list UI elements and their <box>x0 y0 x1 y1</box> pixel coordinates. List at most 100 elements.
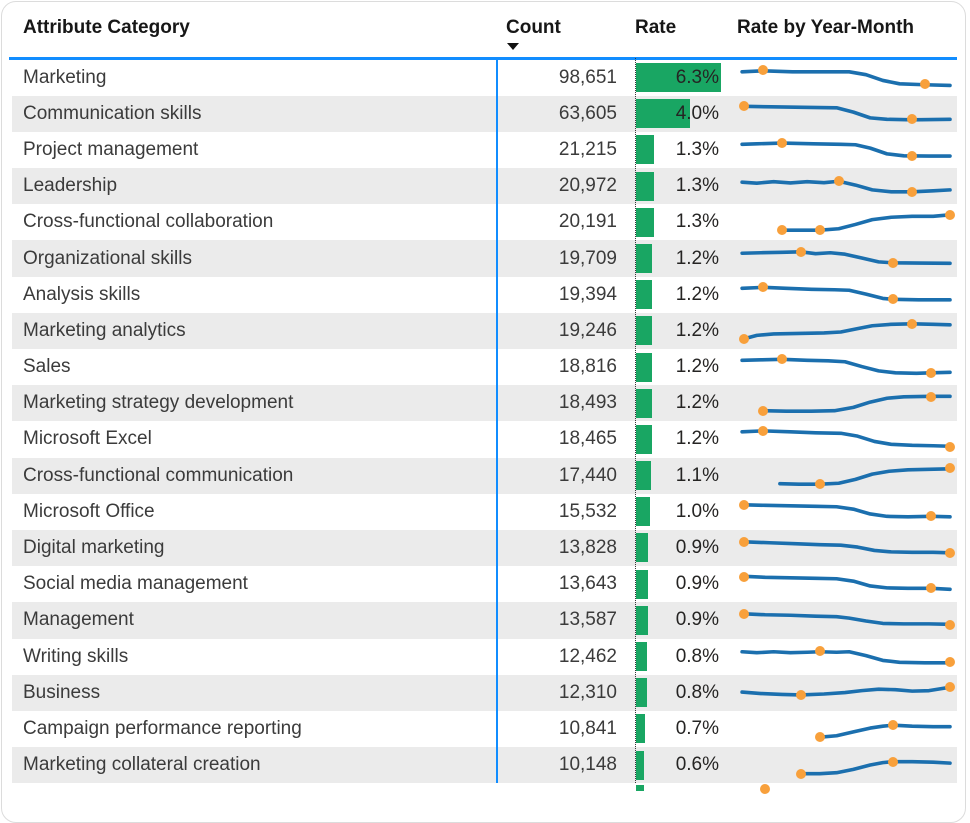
category-cell[interactable]: Marketing <box>23 66 107 88</box>
column-header-rate-by-year-month[interactable]: Rate by Year-Month <box>737 17 915 38</box>
spark-marker-icon <box>907 186 918 197</box>
count-cell: 98,651 <box>558 66 617 88</box>
table-row[interactable]: Marketing collateral creation 10,148 0.6… <box>0 747 970 784</box>
rate-bar <box>636 678 647 708</box>
sparkline <box>740 718 950 743</box>
table-row[interactable]: Business 12,310 0.8% <box>0 674 970 711</box>
category-cell[interactable]: Cross-functional communication <box>23 464 294 486</box>
rate-value: 1.0% <box>675 500 719 522</box>
spark-marker-icon <box>945 463 955 474</box>
spark-marker-icon <box>926 511 937 522</box>
table-row[interactable]: Marketing strategy development 18,493 1.… <box>0 385 970 422</box>
category-cell[interactable]: Analysis skills <box>23 283 141 305</box>
sparkline <box>740 282 950 308</box>
category-cell[interactable]: Organizational skills <box>23 247 192 269</box>
category-cell[interactable]: Cross-functional collaboration <box>23 211 274 233</box>
sparkline <box>740 175 950 199</box>
rate-bar <box>636 352 653 382</box>
rate-bar <box>636 750 645 780</box>
rate-bar <box>636 388 653 418</box>
spark-marker-icon <box>795 247 806 258</box>
table-row[interactable]: Marketing 98,651 6.3% <box>0 60 970 96</box>
rate-bar <box>636 135 654 165</box>
category-cell[interactable]: Leadership <box>23 175 118 197</box>
spark-marker-icon <box>758 282 769 292</box>
count-cell: 20,191 <box>558 211 617 233</box>
rate-value: 0.9% <box>675 537 719 559</box>
spark-marker-icon <box>739 333 750 344</box>
category-cell[interactable]: Communication skills <box>23 102 202 124</box>
spark-marker-icon <box>795 689 806 700</box>
table-row[interactable]: Analysis skills 19,394 1.2% <box>0 277 970 313</box>
column-header-rate[interactable]: Rate <box>635 17 677 38</box>
sort-descending-icon[interactable] <box>507 43 519 50</box>
category-cell[interactable]: Project management <box>23 138 199 160</box>
category-cell[interactable]: Campaign performance reporting <box>23 717 302 739</box>
table-row[interactable]: Management 13,587 0.9% <box>0 602 970 639</box>
row-background <box>12 168 957 205</box>
table-row[interactable]: Campaign performance reporting 10,841 0.… <box>0 711 970 747</box>
category-cell[interactable]: Writing skills <box>23 645 129 667</box>
category-cell[interactable]: Sales <box>23 356 71 378</box>
spark-marker-icon <box>926 367 937 378</box>
spark-marker-icon <box>739 609 750 620</box>
count-cell: 19,246 <box>558 319 617 341</box>
table-row[interactable]: Microsoft Office 15,532 1.0% <box>0 494 970 530</box>
sparkline <box>740 354 950 380</box>
table-row[interactable]: Cross-functional communication 17,440 1.… <box>0 457 970 494</box>
table-row[interactable]: Sales 18,816 1.2% <box>0 349 970 385</box>
spark-marker-icon <box>888 720 899 731</box>
sparkline <box>739 536 955 561</box>
spark-marker-icon <box>945 441 955 452</box>
spark-marker-icon <box>739 499 750 510</box>
count-column-gridline <box>496 58 498 783</box>
count-cell: 17,440 <box>558 464 617 486</box>
category-cell[interactable]: Marketing collateral creation <box>23 754 261 776</box>
spark-marker-icon <box>739 536 750 547</box>
sparkline <box>740 137 950 163</box>
table-row[interactable]: Digital marketing 13,828 0.9% <box>0 529 970 567</box>
spark-marker-icon <box>814 478 825 489</box>
table-row[interactable]: Marketing analytics 19,246 1.2% <box>0 312 970 349</box>
spark-marker-icon <box>888 258 899 269</box>
category-cell[interactable]: Microsoft Excel <box>23 428 152 450</box>
category-cell[interactable]: Business <box>23 681 101 703</box>
sparkline <box>740 463 955 489</box>
spark-marker-icon <box>833 176 844 187</box>
rate-value: 4.0% <box>675 102 719 124</box>
column-header-attribute-category[interactable]: Attribute Category <box>23 17 190 38</box>
category-cell[interactable]: Digital marketing <box>23 537 165 559</box>
rate-bar <box>636 714 646 744</box>
rate-bar <box>636 605 649 635</box>
sparkline <box>739 499 950 525</box>
sparkline <box>740 646 955 670</box>
category-cell[interactable]: Management <box>23 609 134 631</box>
spark-marker-icon <box>926 391 937 402</box>
table-row[interactable]: Writing skills 12,462 0.8% <box>0 639 970 675</box>
table-row[interactable]: Communication skills 63,605 4.0% <box>0 95 970 132</box>
category-cell[interactable]: Social media management <box>23 573 248 595</box>
table-row[interactable]: Microsoft Excel 18,465 1.2% <box>0 421 970 457</box>
category-cell[interactable]: Marketing strategy development <box>23 392 294 414</box>
table-row[interactable]: Social media management 13,643 0.9% <box>0 566 970 602</box>
rate-bar <box>636 207 654 237</box>
category-cell[interactable]: Marketing analytics <box>23 319 186 341</box>
category-cell[interactable]: Microsoft Office <box>23 500 155 522</box>
table-row[interactable]: Cross-functional collaboration 20,191 1.… <box>0 204 970 240</box>
spark-marker-icon <box>945 657 955 668</box>
table-row[interactable]: Leadership 20,972 1.3% <box>0 168 970 205</box>
spark-marker-icon <box>739 571 750 582</box>
count-cell: 21,215 <box>558 138 617 160</box>
rate-value: 1.1% <box>675 464 719 486</box>
rate-bar <box>636 424 653 454</box>
spark-marker-icon <box>777 225 787 236</box>
table-row[interactable]: Organizational skills 19,709 1.2% <box>0 240 970 277</box>
table-row[interactable]: Project management 21,215 1.3% <box>0 132 970 168</box>
rate-value: 1.2% <box>675 428 719 450</box>
rate-bar <box>636 642 647 671</box>
count-cell: 13,828 <box>558 537 617 559</box>
column-header-count[interactable]: Count <box>506 17 561 38</box>
count-cell: 13,587 <box>558 609 617 631</box>
rate-value: 0.8% <box>675 681 719 703</box>
spark-marker-icon <box>907 150 918 161</box>
